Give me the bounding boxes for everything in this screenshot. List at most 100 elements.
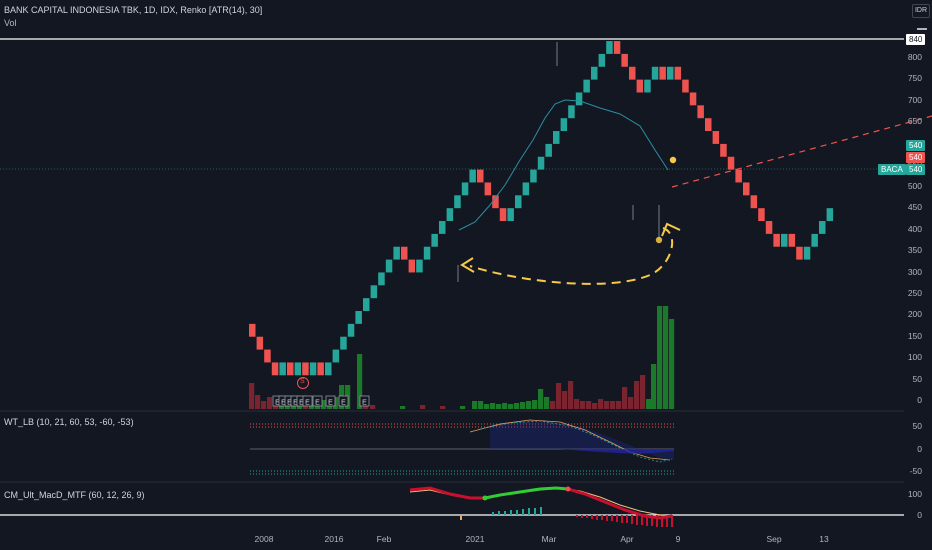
- volume-bar: [261, 401, 267, 409]
- renko-brick: [355, 311, 362, 324]
- renko-brick: [720, 143, 727, 157]
- renko-brick: [423, 246, 431, 260]
- renko-brick: [469, 169, 476, 183]
- price-axis-label: 250: [907, 287, 922, 298]
- volume-bar: [640, 375, 646, 409]
- volume-bar: [460, 406, 466, 409]
- macd-hist-bar: [504, 511, 506, 515]
- wt-area: [490, 421, 674, 460]
- renko-brick: [454, 195, 461, 209]
- renko-brick: [773, 233, 780, 247]
- renko-brick: [431, 233, 438, 247]
- dividend-marker: [297, 377, 309, 389]
- wt-line-1: [469, 419, 671, 461]
- renko-brick: [750, 195, 758, 209]
- macd-cross-up: [482, 495, 488, 501]
- macd-hist-bar: [586, 515, 588, 518]
- volume-bar: [592, 403, 598, 409]
- renko-brick: [370, 285, 378, 299]
- volume-bar: [622, 387, 628, 409]
- macd-line-green: [484, 486, 569, 500]
- volume-bar: [400, 406, 406, 409]
- renko-brick: [811, 233, 818, 247]
- renko-brick: [363, 298, 370, 312]
- symbol-name-tag: BACA: [878, 164, 906, 175]
- time-label-2016: 2016: [324, 534, 344, 544]
- macd-axis-0: 0: [917, 510, 922, 520]
- renko-brick: [644, 79, 651, 93]
- volume-bar: [610, 401, 616, 409]
- macd-hist-bar: [581, 515, 583, 518]
- macd-hist-bar: [522, 509, 524, 515]
- signal-dot-lower: [655, 236, 663, 244]
- price-axis-label: 350: [907, 245, 922, 256]
- volume-bar: [544, 397, 550, 409]
- volume-bar: [568, 381, 574, 409]
- volume-bar: [562, 391, 568, 409]
- price-tag-840: 840: [906, 34, 926, 45]
- volume-bar: [370, 405, 376, 409]
- annotation-arrow-head: [460, 257, 475, 273]
- volume-bar: [526, 401, 532, 409]
- volume-bar: [440, 406, 446, 409]
- volume-bar: [315, 404, 321, 409]
- macd-hist-bar: [534, 508, 536, 515]
- volume-bar: [249, 383, 255, 409]
- renko-brick: [515, 195, 522, 209]
- annotation-arrow-curve: [469, 227, 674, 285]
- macd-hist-bar: [626, 515, 628, 523]
- volume-bar: [634, 381, 640, 409]
- volume-bar: [255, 395, 261, 409]
- earnings-marker: [359, 395, 370, 407]
- volume-bar: [472, 401, 478, 409]
- renko-brick: [598, 53, 606, 67]
- time-label-13: 13: [819, 534, 829, 544]
- volume-bar: [321, 400, 327, 409]
- volume-bar: [490, 403, 496, 409]
- currency-badge[interactable]: IDR: [912, 4, 930, 18]
- renko-brick: [629, 66, 636, 80]
- volume-bar: [520, 402, 526, 409]
- volume-bar: [514, 403, 520, 409]
- renko-brick: [499, 208, 507, 222]
- macd-line-red-a: [409, 486, 485, 500]
- macd-hist-bar: [616, 515, 618, 522]
- volume-legend[interactable]: Vol: [4, 18, 17, 28]
- macd-hist-bar: [510, 510, 512, 515]
- renko-brick: [826, 208, 834, 222]
- wt-blue-fill: [560, 449, 674, 454]
- price-axis-label: 300: [907, 266, 922, 277]
- price-tag-level-b: 540: [906, 152, 926, 163]
- renko-brick: [484, 182, 492, 196]
- dividend-icon[interactable]: S: [300, 378, 305, 385]
- renko-brick: [294, 362, 302, 376]
- price-axis-label: 650: [907, 116, 922, 127]
- symbol-legend[interactable]: BANK CAPITAL INDONESIA TBK, 1D, IDX, Ren…: [4, 5, 263, 15]
- earnings-marker: [312, 395, 323, 407]
- macd-axis-100: 100: [907, 489, 922, 499]
- renko-brick: [264, 349, 271, 363]
- renko-brick: [530, 169, 537, 183]
- macd-hist-bar: [661, 515, 663, 527]
- wt-indicator-legend[interactable]: WT_LB (10, 21, 60, 53, -60, -53): [4, 417, 134, 427]
- macd-hist-bar: [671, 515, 673, 527]
- macd-indicator-legend[interactable]: CM_Ult_MacD_MTF (60, 12, 26, 9): [4, 490, 145, 500]
- renko-brick: [545, 143, 552, 157]
- moving-average-line: [458, 99, 669, 231]
- renko-brick: [575, 92, 583, 106]
- volume-bar: [604, 401, 610, 409]
- volume-bars: [249, 306, 675, 409]
- price-axis-label: 750: [907, 73, 922, 84]
- time-label-feb: Feb: [376, 534, 392, 544]
- renko-brick: [682, 79, 689, 93]
- time-label-2021: 2021: [465, 534, 485, 544]
- renko-brick: [727, 156, 735, 170]
- macd-hist-bar: [498, 511, 500, 515]
- renko-brick: [492, 195, 499, 209]
- earnings-marker: [302, 395, 313, 407]
- volume-bar: [574, 399, 580, 409]
- macd-hist-bar: [540, 507, 542, 515]
- price-axis-label: 700: [907, 94, 922, 105]
- renko-brick: [401, 246, 408, 260]
